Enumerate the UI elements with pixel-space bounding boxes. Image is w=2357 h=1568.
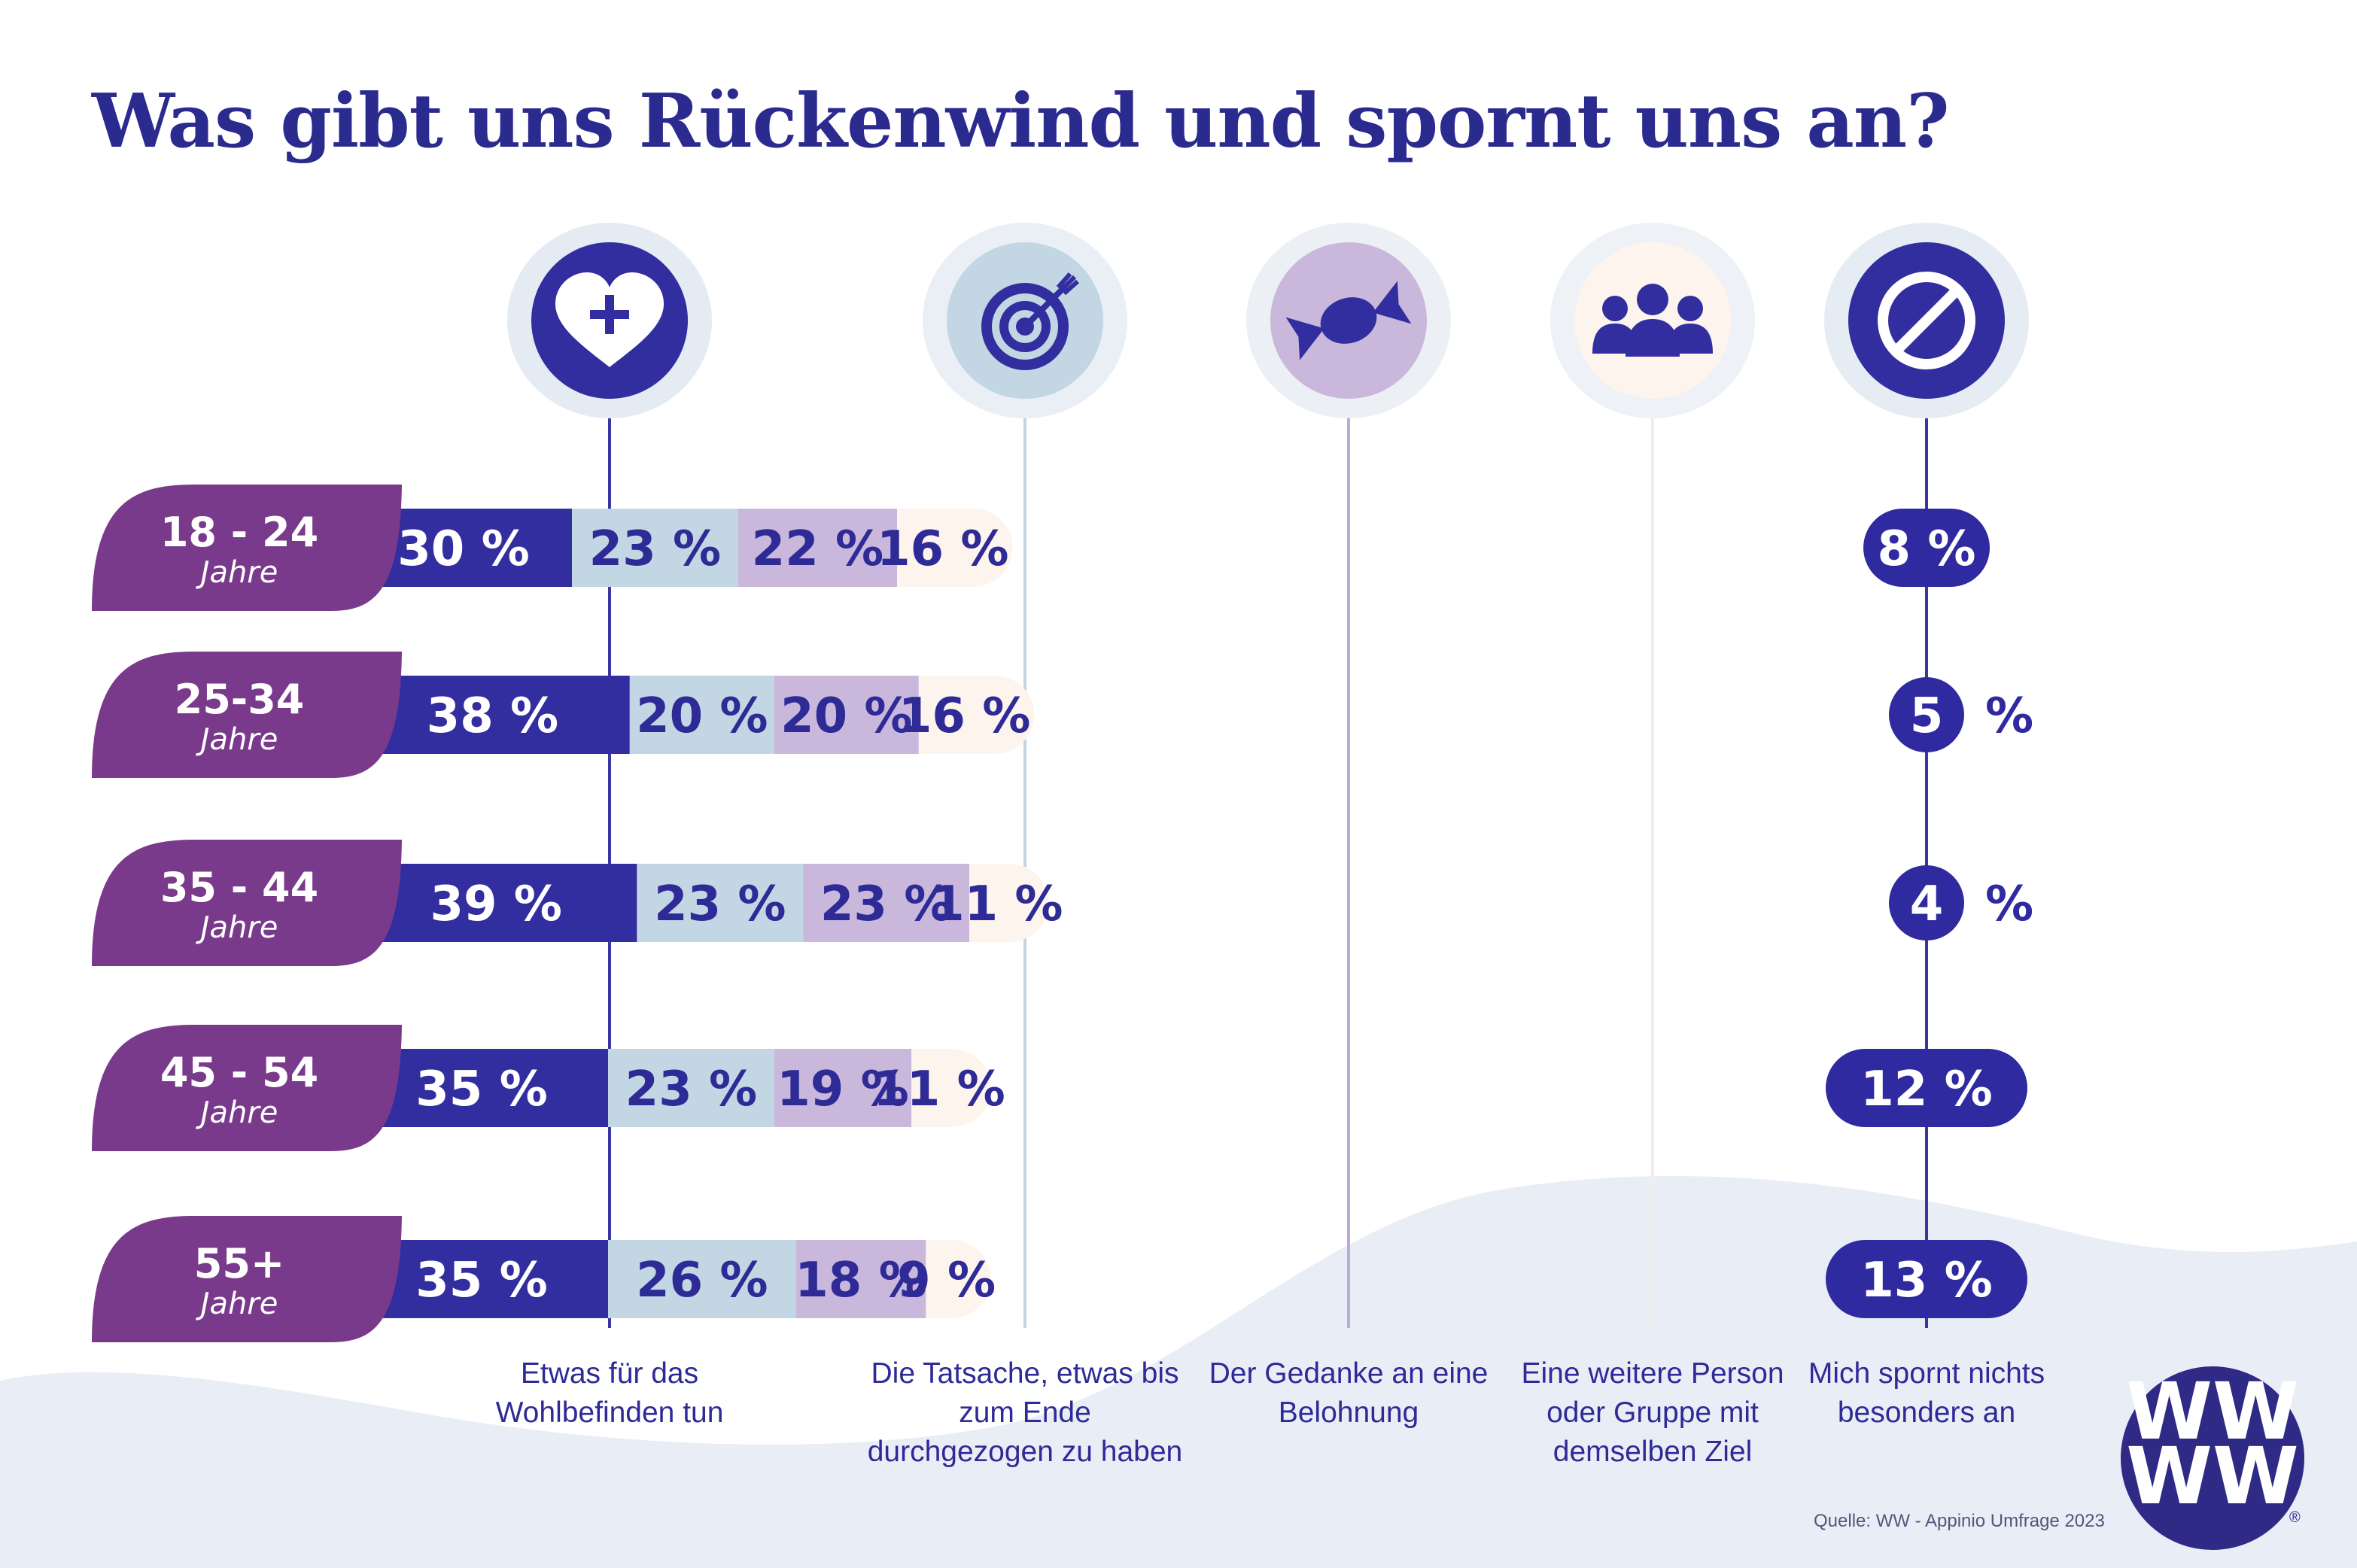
arrow-shaft bbox=[1023, 285, 1066, 329]
logo-letters-top: WW bbox=[2126, 1366, 2298, 1457]
person-center-body bbox=[1626, 319, 1680, 357]
age-group-label: 25-34 bbox=[175, 676, 305, 723]
bar-segment bbox=[969, 864, 1049, 942]
bar-segment bbox=[572, 509, 738, 587]
person-left-head bbox=[1602, 296, 1628, 321]
bar-value-label: 23 % bbox=[820, 877, 952, 932]
bar-value-label: 11 % bbox=[873, 1062, 1005, 1117]
bar-value-label: 38 % bbox=[427, 688, 558, 744]
age-group-unit: Jahre bbox=[196, 722, 278, 757]
bar-segment bbox=[355, 676, 630, 754]
candy-body bbox=[1320, 297, 1377, 344]
age-group-label: 35 - 44 bbox=[160, 864, 318, 911]
logo-circle bbox=[2121, 1366, 2304, 1550]
age-group-unit: Jahre bbox=[196, 910, 278, 945]
age-group-label: 45 - 54 bbox=[160, 1049, 318, 1096]
age-group-label: 55+ bbox=[194, 1240, 284, 1287]
heart-plus-icon bbox=[555, 272, 664, 367]
age-tab bbox=[92, 840, 402, 966]
nothing-percent-sign: % bbox=[1985, 877, 2033, 932]
bar-value-label: 39 % bbox=[430, 877, 561, 932]
nothing-value-pill bbox=[1863, 509, 1990, 587]
bar-segment bbox=[774, 1049, 912, 1127]
registered-mark: ® bbox=[2289, 1509, 2301, 1526]
category-label-completion: Die Tatsache, etwas bis zum Ende durchge… bbox=[867, 1357, 1183, 1468]
bar-segment bbox=[911, 1049, 991, 1127]
bar-value-label: 11 % bbox=[931, 877, 1063, 932]
nothing-value-label: 13 % bbox=[1860, 1253, 1992, 1308]
bar-segment bbox=[803, 864, 969, 942]
nothing-value-label: 5 bbox=[1910, 688, 1944, 744]
category-label-reward: Der Gedanke an eine Belohnung bbox=[1209, 1357, 1489, 1429]
age-group-unit: Jahre bbox=[196, 555, 278, 590]
bar-value-label: 20 % bbox=[780, 688, 912, 744]
bar-segment bbox=[926, 1240, 991, 1318]
logo-letters-bottom: WW bbox=[2126, 1430, 2298, 1522]
prohibited-icon bbox=[1878, 272, 1975, 369]
candy-wrap-right bbox=[1373, 281, 1412, 324]
source-note: Quelle: WW - Appinio Umfrage 2023 bbox=[1814, 1511, 2105, 1531]
nothing-value-label: 12 % bbox=[1860, 1062, 1992, 1117]
person-center-head bbox=[1637, 284, 1668, 315]
prohibited-ring bbox=[1878, 272, 1975, 369]
bar-value-label: 23 % bbox=[589, 521, 721, 577]
bar-segment bbox=[629, 676, 774, 754]
target-icon bbox=[981, 272, 1079, 370]
bar-segment bbox=[774, 676, 919, 754]
age-group-label: 18 - 24 bbox=[160, 509, 318, 556]
bar-segment bbox=[795, 1240, 926, 1318]
bar-segment bbox=[637, 864, 804, 942]
bar-value-label: 20 % bbox=[636, 688, 768, 744]
plus-horizontal bbox=[590, 310, 629, 319]
bar-value-label: 9 % bbox=[897, 1253, 996, 1308]
nothing-value-pill bbox=[1826, 1049, 2027, 1127]
age-tab bbox=[92, 1025, 402, 1151]
age-group-unit: Jahre bbox=[196, 1095, 278, 1130]
nothing-value-circle bbox=[1889, 677, 1964, 752]
candy-wrap-left bbox=[1285, 317, 1324, 360]
arrow-fletching bbox=[1056, 272, 1079, 296]
bar-segment bbox=[355, 864, 637, 942]
bar-value-label: 16 % bbox=[877, 521, 1008, 577]
bar-segment bbox=[738, 509, 897, 587]
page-title: Was gibt uns Rückenwind und spornt uns a… bbox=[92, 78, 1950, 165]
bar-segment bbox=[608, 1240, 796, 1318]
bar-segment bbox=[897, 509, 1013, 587]
bar-value-label: 19 % bbox=[777, 1062, 908, 1117]
group-icon bbox=[1592, 284, 1713, 357]
bar-segment bbox=[918, 676, 1035, 754]
nothing-percent-sign: % bbox=[1985, 688, 2033, 744]
age-tab bbox=[92, 1216, 402, 1342]
prohibited-slash bbox=[1893, 287, 1960, 354]
nothing-value-circle bbox=[1889, 865, 1964, 940]
bar-value-label: 22 % bbox=[752, 521, 883, 577]
background-wave bbox=[0, 1176, 2357, 1568]
category-label-nothing: Mich spornt nichts besonders an bbox=[1808, 1357, 2045, 1429]
bar-value-label: 30 % bbox=[397, 521, 529, 577]
bar-value-label: 35 % bbox=[415, 1062, 547, 1117]
age-tab bbox=[92, 485, 402, 611]
bar-value-label: 16 % bbox=[899, 688, 1030, 744]
age-group-unit: Jahre bbox=[196, 1287, 278, 1321]
nothing-value-pill bbox=[1826, 1240, 2027, 1318]
bar-value-label: 35 % bbox=[415, 1253, 547, 1308]
nothing-value-label: 8 % bbox=[1878, 521, 1976, 577]
nothing-value-label: 4 bbox=[1910, 877, 1944, 932]
category-label-wellbeing: Etwas für das Wohlbefinden tun bbox=[495, 1357, 724, 1429]
bar-value-label: 26 % bbox=[636, 1253, 768, 1308]
bar-value-label: 23 % bbox=[625, 1062, 757, 1117]
person-right-head bbox=[1677, 296, 1703, 321]
age-tab bbox=[92, 652, 402, 778]
category-label-group: Eine weitere Person oder Gruppe mit dems… bbox=[1521, 1357, 1784, 1468]
bar-segment bbox=[608, 1049, 774, 1127]
bar-value-label: 18 % bbox=[795, 1253, 926, 1308]
candy-icon bbox=[1285, 281, 1412, 360]
bar-value-label: 23 % bbox=[654, 877, 786, 932]
